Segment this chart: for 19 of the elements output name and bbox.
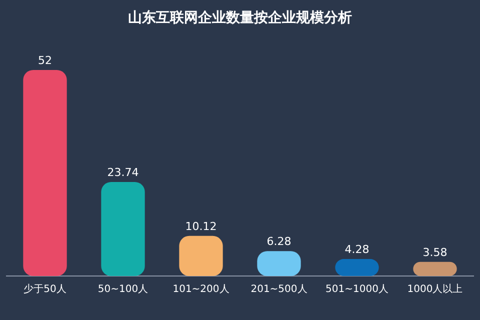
bar [179,236,223,276]
data-label: 10.12 [185,220,217,233]
bar [335,259,379,276]
x-tick-label: 50~100人 [98,284,148,295]
x-tick-label: 101~200人 [172,284,230,295]
x-tick-label: 501~1000人 [326,284,388,295]
bar [257,251,301,276]
chart-title: 山东互联网企业数量按企业规模分析 [128,9,352,26]
data-label: 4.28 [344,243,370,256]
data-label: 6.28 [266,235,292,248]
data-label: 3.58 [422,246,448,259]
data-label: 23.74 [107,166,139,179]
bar [101,182,145,276]
data-label: 52 [38,54,52,67]
x-tick-label: 少于50人 [24,283,66,295]
x-tick-label: 1000人以上 [407,283,463,295]
bar [23,70,67,276]
x-tick-label: 201~500人 [250,284,308,295]
bar [413,262,457,276]
